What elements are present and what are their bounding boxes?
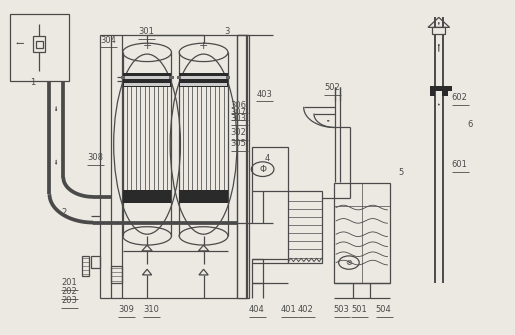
Bar — [91, 256, 100, 268]
Bar — [442, 88, 448, 96]
Text: 2: 2 — [61, 208, 66, 217]
Bar — [100, 35, 249, 298]
Bar — [10, 14, 69, 81]
Text: 310: 310 — [144, 305, 159, 314]
Text: 203: 203 — [61, 296, 77, 306]
Text: 601: 601 — [452, 160, 468, 169]
Text: ⊗: ⊗ — [346, 258, 352, 267]
Bar — [123, 190, 171, 203]
Text: 6: 6 — [467, 120, 472, 129]
Bar — [179, 190, 228, 203]
Bar — [180, 83, 227, 86]
Text: +: + — [142, 41, 152, 51]
Bar — [82, 256, 89, 276]
Text: 3: 3 — [224, 27, 230, 36]
Bar — [237, 35, 247, 298]
Bar — [33, 36, 45, 52]
Text: 305: 305 — [231, 139, 247, 148]
Bar — [177, 76, 181, 79]
Bar — [179, 73, 228, 87]
Bar — [430, 86, 452, 91]
Bar — [124, 76, 170, 79]
Text: 401: 401 — [281, 305, 296, 314]
Bar — [124, 83, 170, 86]
Bar — [432, 27, 445, 34]
Text: 202: 202 — [61, 287, 77, 296]
Text: 302: 302 — [231, 128, 247, 137]
Text: 303: 303 — [231, 114, 247, 123]
Text: 402: 402 — [298, 305, 313, 314]
Text: 1: 1 — [30, 78, 36, 87]
Text: 403: 403 — [256, 89, 272, 98]
Text: 503: 503 — [334, 305, 349, 314]
Bar — [180, 76, 227, 79]
Bar — [36, 41, 43, 48]
Text: 309: 309 — [118, 305, 134, 314]
Text: 301: 301 — [139, 27, 154, 36]
Text: 502: 502 — [324, 83, 340, 92]
Bar — [123, 73, 171, 87]
Text: 5: 5 — [399, 168, 404, 177]
Text: 304: 304 — [100, 36, 116, 45]
Bar — [288, 191, 322, 263]
Text: 404: 404 — [249, 305, 265, 314]
Text: 307: 307 — [231, 108, 247, 117]
Bar — [430, 88, 435, 96]
Text: 306: 306 — [231, 101, 247, 110]
Bar — [252, 147, 288, 191]
Bar — [121, 76, 125, 79]
Text: 201: 201 — [61, 278, 77, 287]
Bar — [111, 266, 123, 283]
Bar — [252, 259, 263, 283]
Bar — [334, 183, 390, 283]
Text: +: + — [199, 41, 208, 51]
Text: 501: 501 — [351, 305, 367, 314]
Bar — [226, 76, 230, 79]
Text: 308: 308 — [87, 153, 103, 162]
Text: 602: 602 — [452, 93, 468, 102]
Text: 4: 4 — [264, 154, 269, 163]
Text: Φ: Φ — [259, 165, 266, 174]
Bar — [169, 76, 174, 79]
Text: 504: 504 — [375, 305, 391, 314]
